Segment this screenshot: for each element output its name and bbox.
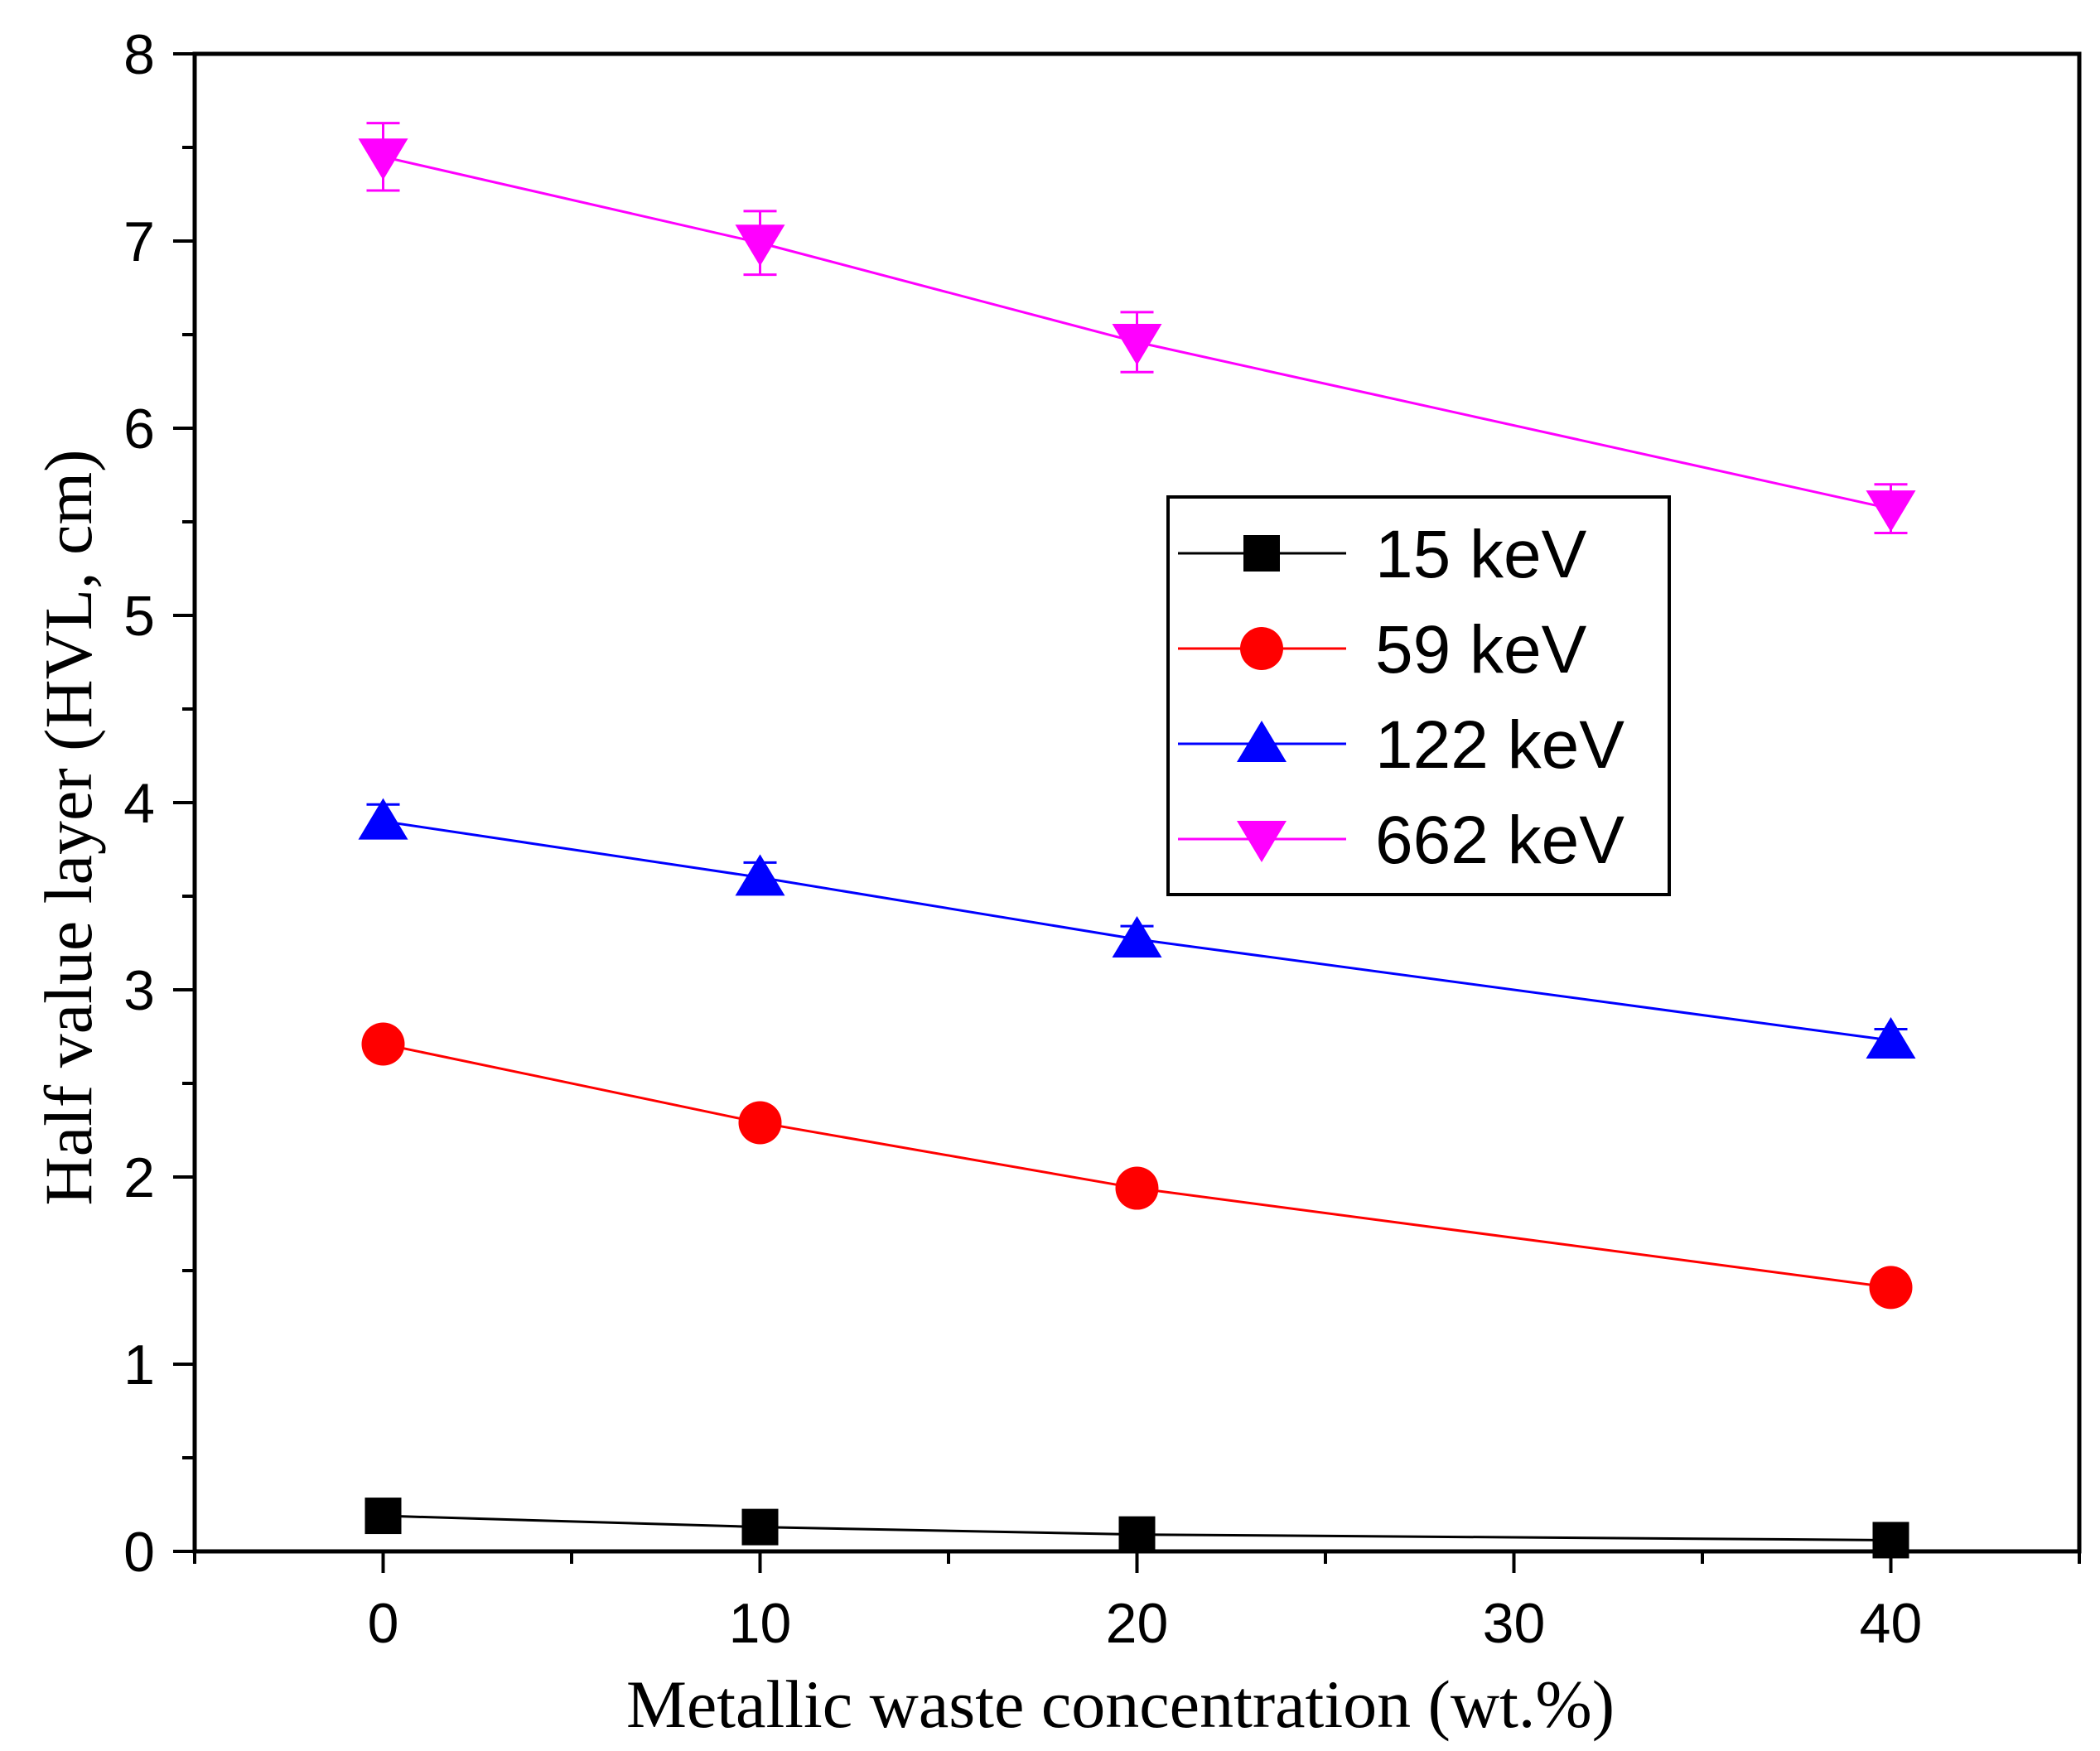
legend: 15 keV 59 keV 122 keV 662 keV [1166, 495, 1671, 896]
x-tick-label: 30 [1483, 1592, 1546, 1655]
data-point [738, 1101, 782, 1145]
y-tick-label: 1 [123, 1334, 155, 1396]
series-line [383, 820, 1891, 1042]
plot-frame [192, 51, 2082, 1554]
y-tick-label: 8 [123, 23, 155, 86]
data-point [735, 854, 785, 896]
series-0 [364, 1498, 1909, 1559]
legend-label: 59 keV [1375, 612, 1587, 687]
legend-marker [1237, 721, 1287, 762]
y-tick-label: 7 [123, 210, 155, 273]
y-tick-label: 4 [123, 772, 155, 835]
series-line [383, 1043, 1891, 1289]
x-tick-label: 20 [1106, 1592, 1169, 1655]
data-point [1112, 915, 1162, 958]
series-1 [361, 1022, 1913, 1310]
data-point [358, 798, 408, 840]
y-tick-label: 5 [123, 585, 155, 648]
data-point [1118, 1516, 1156, 1553]
legend-label: 122 keV [1375, 707, 1624, 783]
data-point [361, 1022, 405, 1066]
y-axis-title: Half value layer (HVL, cm) [31, 450, 106, 1206]
series-layer [358, 122, 1916, 1559]
data-point [1115, 1166, 1159, 1210]
legend-marker [1237, 821, 1287, 862]
legend-label: 15 keV [1375, 517, 1587, 592]
legend-marker [1240, 627, 1283, 670]
data-point [1866, 1017, 1916, 1059]
data-point [735, 224, 785, 267]
x-tick-label: 0 [368, 1592, 399, 1655]
axis-ticks [173, 52, 2081, 1573]
data-point [1869, 1266, 1913, 1310]
y-tick-label: 3 [123, 959, 155, 1022]
x-axis-title: Metallic waste concentration (wt.%) [626, 1667, 1615, 1742]
y-tick-label: 2 [123, 1146, 155, 1209]
series-line [383, 155, 1891, 510]
series-line [383, 1514, 1891, 1541]
data-point [358, 138, 408, 181]
series-2 [358, 798, 1916, 1059]
data-point [364, 1498, 402, 1535]
legend-label: 662 keV [1375, 803, 1624, 878]
x-tick-label: 10 [729, 1592, 792, 1655]
data-point [1112, 324, 1162, 366]
series-3 [358, 122, 1916, 535]
x-tick-label: 40 [1860, 1592, 1923, 1655]
data-point [741, 1508, 779, 1546]
tick-labels: 0 1 2 3 4 5 6 7 8 0 10 20 30 40 [123, 23, 1922, 1655]
data-point [1866, 490, 1916, 533]
legend-marker [1243, 535, 1280, 572]
y-tick-label: 6 [123, 398, 155, 461]
y-tick-label: 0 [123, 1521, 155, 1584]
